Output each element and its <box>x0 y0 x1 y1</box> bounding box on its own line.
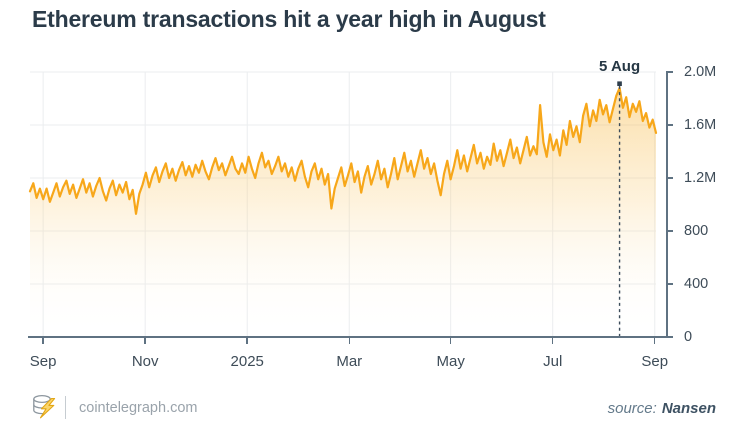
x-axis-label: May <box>436 353 465 370</box>
x-axis-label: 2025 <box>230 353 264 370</box>
cointelegraph-logo-icon <box>33 394 56 419</box>
annotation-marker <box>617 81 622 86</box>
x-axis-tick <box>246 337 248 344</box>
y-axis-label: 400 <box>684 276 709 292</box>
x-axis-tick <box>449 337 452 344</box>
y-axis-tick <box>666 230 673 232</box>
y-axis-tick <box>666 283 673 285</box>
x-axis-tick <box>348 337 350 344</box>
footer-divider <box>65 396 66 419</box>
source-name: Nansen <box>661 400 716 417</box>
x-axis-tick <box>144 337 146 344</box>
y-axis-line <box>666 71 668 337</box>
x-axis-label: Nov <box>131 353 159 370</box>
source-prefix: source: <box>607 400 657 417</box>
annotation-label: 5 Aug <box>599 58 641 75</box>
y-axis-tick <box>666 71 673 73</box>
y-axis-tick <box>666 124 673 126</box>
y-axis-tick <box>666 336 673 338</box>
x-axis-tick <box>551 337 554 344</box>
x-axis-label: Jul <box>543 353 563 370</box>
source-credit: source: Nansen <box>608 400 716 417</box>
y-axis-label: 1.2M <box>684 170 717 186</box>
site-url: cointelegraph.com <box>79 400 198 416</box>
y-axis-label: 2.0M <box>684 64 717 80</box>
y-axis-label: 0 <box>684 329 693 345</box>
y-axis-label: 800 <box>684 223 709 239</box>
y-axis-label: 1.6M <box>684 117 717 133</box>
y-axis-tick <box>666 177 673 179</box>
x-axis-label: Mar <box>336 353 363 370</box>
page-title: Ethereum transactions hit a year high in… <box>32 6 546 32</box>
x-axis-tick <box>653 337 656 344</box>
x-axis-line <box>28 336 667 338</box>
x-axis-label: Sep <box>641 353 669 370</box>
x-axis-label: Sep <box>29 353 57 370</box>
series-line <box>28 86 658 215</box>
transactions-area-chart <box>28 71 658 338</box>
series-area-fill <box>30 87 656 338</box>
x-axis-tick <box>42 337 44 344</box>
